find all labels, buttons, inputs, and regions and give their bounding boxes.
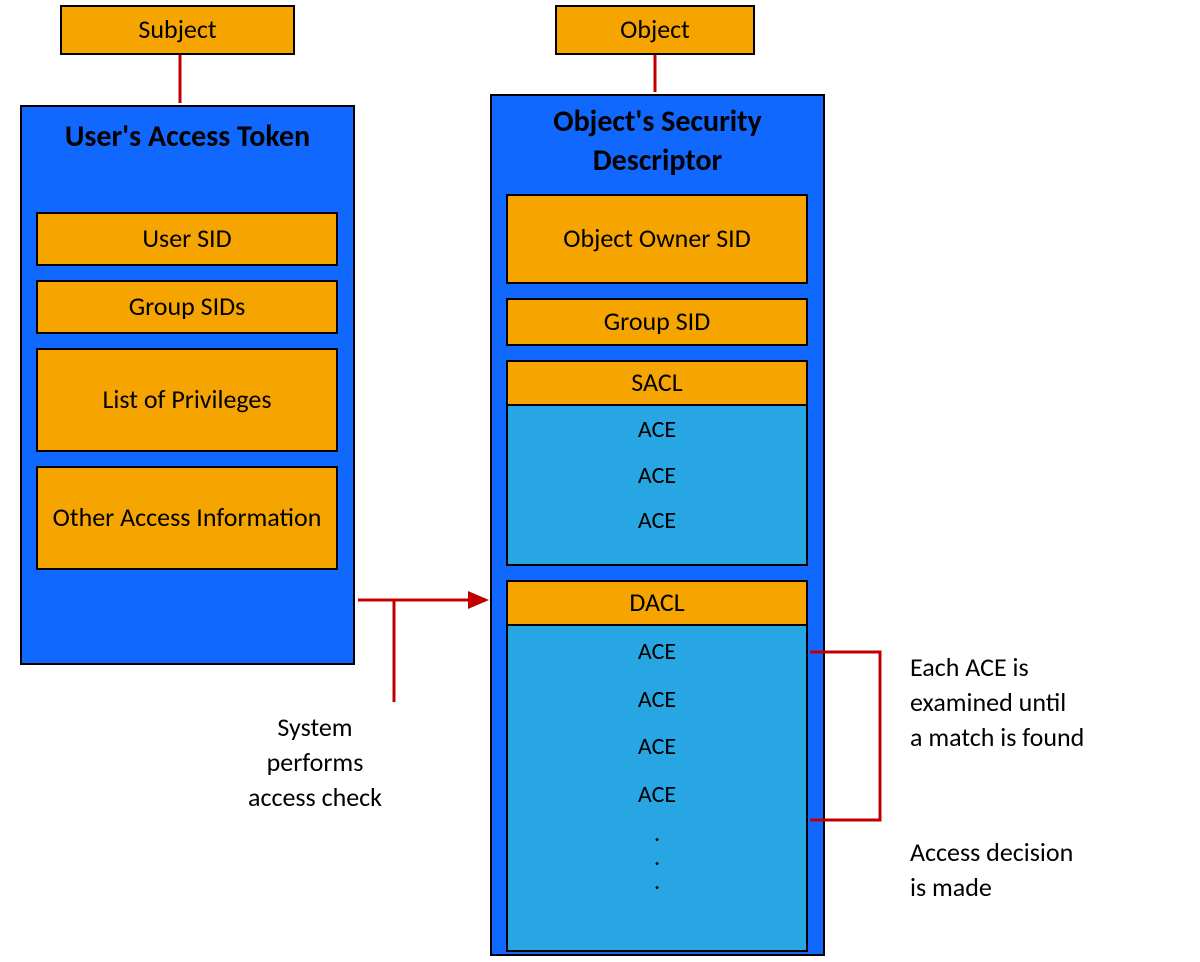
object-box: Object (555, 5, 755, 55)
sacl-ace: ACE (638, 507, 676, 535)
dacl-ace: ACE (638, 686, 676, 714)
annotation-line: a match is found (910, 720, 1084, 755)
sacl-header: SACL (506, 360, 808, 406)
sacl-body: ACE ACE ACE (506, 406, 808, 566)
group-sid-label: Group SID (604, 307, 710, 337)
group-sid-box: Group SID (506, 298, 808, 346)
owner-sid-box: Object Owner SID (506, 194, 808, 284)
token-item-group-sids: Group SIDs (36, 280, 338, 334)
token-item-user-sid: User SID (36, 212, 338, 266)
token-item-label: User SID (142, 224, 231, 254)
token-item-label: Group SIDs (129, 292, 246, 322)
token-item-privileges: List of Privileges (36, 348, 338, 452)
annotation-each-ace: Each ACE is examined until a match is fo… (910, 650, 1084, 755)
security-descriptor-title: Object's Security Descriptor (492, 96, 823, 180)
dacl-dot: . (654, 852, 660, 864)
annotation-line: Each ACE is (910, 650, 1084, 685)
sacl-header-label: SACL (631, 368, 682, 398)
dacl-dot: . (654, 828, 660, 840)
annotation-system-check: System performs access check (215, 710, 415, 815)
dacl-dot: . (654, 876, 660, 888)
dacl-body: ACE ACE ACE ACE . . . (506, 626, 808, 952)
owner-sid-label: Object Owner SID (563, 224, 750, 254)
dacl-header-label: DACL (629, 588, 684, 618)
annotation-line: access check (215, 780, 415, 815)
annotation-line: performs (215, 745, 415, 780)
sacl-ace: ACE (638, 416, 676, 444)
subject-box: Subject (60, 5, 295, 55)
annotation-line: Access decision (910, 835, 1073, 870)
token-item-label: List of Privileges (102, 385, 271, 415)
annotation-decision: Access decision is made (910, 835, 1073, 905)
subject-label: Subject (138, 15, 216, 45)
dacl-header: DACL (506, 580, 808, 626)
object-label: Object (620, 15, 690, 45)
dacl-ace: ACE (638, 638, 676, 666)
annotation-line: System (215, 710, 415, 745)
dacl-ace: ACE (638, 733, 676, 761)
token-item-other-info: Other Access Information (36, 466, 338, 570)
sacl-ace: ACE (638, 462, 676, 490)
annotation-line: examined until (910, 685, 1084, 720)
access-token-title: User's Access Token (22, 107, 353, 156)
annotation-line: is made (910, 870, 1073, 905)
token-item-label: Other Access Information (53, 503, 322, 533)
dacl-ace: ACE (638, 781, 676, 809)
